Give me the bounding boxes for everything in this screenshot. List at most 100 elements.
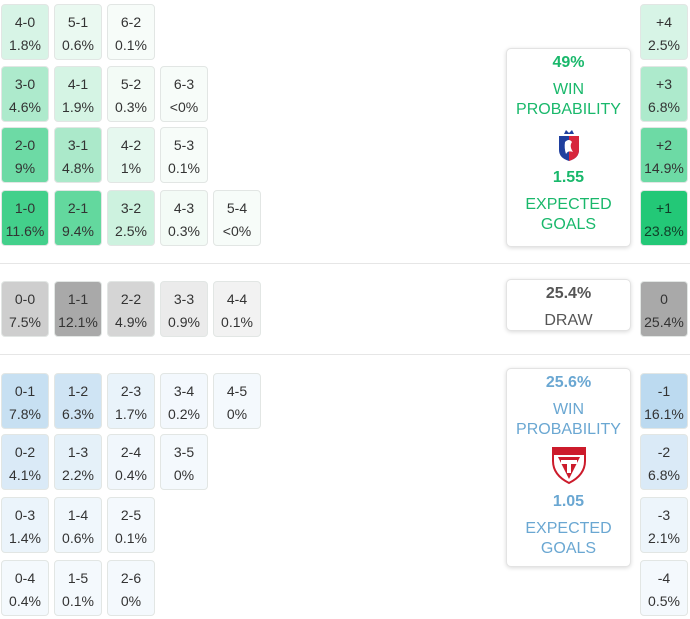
goal-margin-label: +1 xyxy=(656,200,672,216)
scoreline-label: 4-5 xyxy=(226,383,248,399)
scoreline-label: 5-1 xyxy=(67,14,89,30)
scoreline-cell: 4-5 0% xyxy=(213,373,261,429)
goal-margin-cell: +1 23.8% xyxy=(640,190,688,246)
scoreline-label: 2-5 xyxy=(120,507,142,523)
scoreline-probability: 0.4% xyxy=(9,593,41,609)
scoreline-cell: 5-1 0.6% xyxy=(54,4,102,60)
scoreline-label: 2-2 xyxy=(120,291,142,307)
section-divider xyxy=(0,354,690,355)
scoreline-cell: 3-0 4.6% xyxy=(1,66,49,122)
scoreline-cell: 2-2 4.9% xyxy=(107,281,155,337)
scoreline-probability: 0.1% xyxy=(115,530,147,546)
away-win-probability: 25.6% xyxy=(545,374,592,391)
scoreline-label: 0-3 xyxy=(14,507,36,523)
scoreline-cell: 2-3 1.7% xyxy=(107,373,155,429)
goal-margin-label: -4 xyxy=(657,570,671,586)
scoreline-cell: 3-2 2.5% xyxy=(107,190,155,246)
goal-margin-cell: -4 0.5% xyxy=(640,560,688,616)
goal-margin-probability: 25.4% xyxy=(644,314,684,330)
scoreline-label: 4-1 xyxy=(67,76,89,92)
scoreline-label: 3-5 xyxy=(173,444,195,460)
home-xg-label: GOALS xyxy=(540,216,597,233)
scoreline-label: 1-5 xyxy=(67,570,89,586)
scoreline-label: 4-2 xyxy=(120,137,142,153)
scoreline-label: 1-4 xyxy=(67,507,89,523)
scoreline-cell: 4-4 0.1% xyxy=(213,281,261,337)
scoreline-probability: <0% xyxy=(169,99,199,115)
scoreline-probability: 1.8% xyxy=(9,37,41,53)
scoreline-probability: 9.4% xyxy=(62,223,94,239)
scoreline-label: 4-3 xyxy=(173,200,195,216)
uta-crest-icon xyxy=(551,447,586,485)
goal-margin-label: -1 xyxy=(657,383,671,399)
goal-margin-cell: 0 25.4% xyxy=(640,281,688,337)
scoreline-cell: 1-2 6.3% xyxy=(54,373,102,429)
scoreline-probability: 11.6% xyxy=(5,223,45,239)
draw-label: DRAW xyxy=(544,312,593,329)
scoreline-cell: 6-3 <0% xyxy=(160,66,208,122)
scoreline-probability: 0.1% xyxy=(62,593,94,609)
scoreline-probability: 0% xyxy=(173,467,195,483)
scoreline-label: 3-2 xyxy=(120,200,142,216)
scoreline-cell: 3-4 0.2% xyxy=(160,373,208,429)
scoreline-label: 2-6 xyxy=(120,570,142,586)
goal-margin-probability: 6.8% xyxy=(648,467,680,483)
scoreline-cell: 4-0 1.8% xyxy=(1,4,49,60)
draw-card: 25.4% DRAW xyxy=(506,279,631,331)
scoreline-label: 2-4 xyxy=(120,444,142,460)
scoreline-label: 5-3 xyxy=(173,137,195,153)
goal-margin-cell: -3 2.1% xyxy=(640,497,688,553)
home-win-label: PROBABILITY xyxy=(516,101,621,118)
goal-margin-probability: 23.8% xyxy=(644,223,684,239)
away-xg-label: EXPECTED xyxy=(525,520,612,537)
scoreline-probability: 0.4% xyxy=(115,467,147,483)
away-xg-label: GOALS xyxy=(540,540,597,557)
scoreline-probability: 6.3% xyxy=(62,406,94,422)
goal-margin-probability: 14.9% xyxy=(644,160,684,176)
scoreline-label: 2-3 xyxy=(120,383,142,399)
scoreline-cell: 2-0 9% xyxy=(1,127,49,183)
scoreline-cell: 1-1 12.1% xyxy=(54,281,102,337)
goal-margin-label: 0 xyxy=(660,291,668,307)
scoreline-probability: 0% xyxy=(226,406,248,422)
scoreline-cell: 4-1 1.9% xyxy=(54,66,102,122)
scoreline-label: 3-4 xyxy=(173,383,195,399)
section-divider xyxy=(0,263,690,264)
goal-margin-probability: 0.5% xyxy=(648,593,680,609)
scoreline-label: 3-1 xyxy=(67,137,89,153)
scoreline-label: 3-3 xyxy=(173,291,195,307)
away-win-label: PROBABILITY xyxy=(516,421,621,438)
scoreline-cell: 0-1 7.8% xyxy=(1,373,49,429)
scoreline-probability: 2.5% xyxy=(115,223,147,239)
goal-margin-probability: 6.8% xyxy=(648,99,680,115)
scoreline-label: 5-2 xyxy=(120,76,142,92)
scoreline-probability: 0.6% xyxy=(62,37,94,53)
goal-margin-label: +2 xyxy=(656,137,672,153)
scoreline-cell: 3-3 0.9% xyxy=(160,281,208,337)
scoreline-probability: 0.9% xyxy=(168,314,200,330)
scoreline-cell: 1-4 0.6% xyxy=(54,497,102,553)
scoreline-cell: 0-0 7.5% xyxy=(1,281,49,337)
scoreline-label: 3-0 xyxy=(14,76,36,92)
scoreline-probability: 0.3% xyxy=(115,99,147,115)
scoreline-probability: 4.6% xyxy=(9,99,41,115)
goal-margin-cell: +3 6.8% xyxy=(640,66,688,122)
scoreline-label: 6-3 xyxy=(173,76,195,92)
scoreline-label: 1-3 xyxy=(67,444,89,460)
scoreline-label: 4-4 xyxy=(226,291,248,307)
scoreline-probability: 4.8% xyxy=(62,160,94,176)
scoreline-cell: 3-5 0% xyxy=(160,434,208,490)
scoreline-probability: 0.1% xyxy=(115,37,147,53)
scoreline-label: 5-4 xyxy=(226,200,248,216)
scoreline-label: 2-1 xyxy=(67,200,89,216)
goal-margin-cell: +4 2.5% xyxy=(640,4,688,60)
scoreline-cell: 0-4 0.4% xyxy=(1,560,49,616)
scoreline-label: 4-0 xyxy=(14,14,36,30)
scoreline-cell: 5-3 0.1% xyxy=(160,127,208,183)
goal-margin-cell: -2 6.8% xyxy=(640,434,688,490)
scoreline-probability: 1.9% xyxy=(62,99,94,115)
away-expected-goals: 1.05 xyxy=(552,493,585,510)
scoreline-cell: 2-1 9.4% xyxy=(54,190,102,246)
scoreline-probability: 1.7% xyxy=(115,406,147,422)
home-expected-goals: 1.55 xyxy=(552,169,585,186)
